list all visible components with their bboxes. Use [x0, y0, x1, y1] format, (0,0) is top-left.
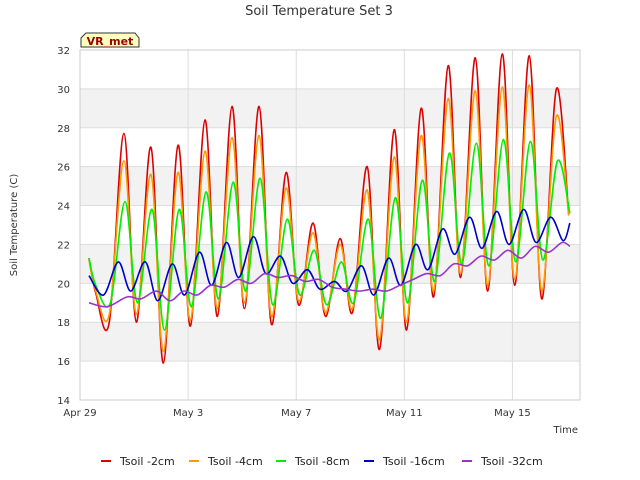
y-tick-label: 22 [57, 240, 70, 251]
legend-label-tsoil-32cm: Tsoil -32cm [480, 455, 543, 468]
y-axis-title: Soil Temperature (C) [9, 174, 20, 277]
x-axis-title: Time [553, 425, 578, 436]
y-tick-label: 26 [57, 163, 70, 174]
series-line-tsoil-16cm [88, 208, 571, 302]
x-tick-label: Apr 29 [63, 408, 96, 419]
x-tick-label: May 11 [386, 408, 423, 419]
x-tick-label: May 7 [281, 408, 311, 419]
legend-label-tsoil-8cm: Tsoil -8cm [294, 455, 350, 468]
chart-title: Soil Temperature Set 3 [245, 4, 393, 19]
x-tick-label: May 15 [494, 408, 531, 419]
y-tick-label: 30 [57, 85, 70, 96]
series-lines [88, 53, 571, 364]
y-axis-ticks: 14 16 18 20 22 24 26 28 30 32 [57, 46, 70, 407]
series-line-tsoil-32cm [88, 241, 571, 308]
y-tick-label: 20 [57, 279, 70, 290]
background-band [80, 322, 580, 362]
series-line-tsoil-8cm [88, 138, 571, 331]
y-tick-label: 32 [57, 46, 70, 57]
plot-frame [79, 49, 581, 401]
source-badge: VR_met [80, 32, 140, 48]
legend: Tsoil -2cm Tsoil -4cm Tsoil -8cm Tsoil -16c… [101, 455, 543, 468]
y-tick-label: 14 [57, 396, 70, 407]
legend-label-tsoil-4cm: Tsoil -4cm [207, 455, 263, 468]
x-axis-ticks: Apr 29 May 3 May 7 May 11 May 15 [63, 408, 530, 419]
background-band [80, 50, 580, 89]
series-line-tsoil-4cm [88, 84, 570, 353]
legend-label-tsoil-2cm: Tsoil -2cm [119, 455, 175, 468]
background-band [80, 361, 580, 400]
badge-label: VR_met [87, 35, 134, 48]
y-tick-label: 16 [57, 357, 70, 368]
y-tick-label: 28 [57, 124, 70, 135]
badge-shape [80, 32, 140, 48]
x-tick-label: May 3 [173, 408, 203, 419]
background-band [80, 244, 580, 284]
legend-label-tsoil-16cm: Tsoil -16cm [382, 455, 445, 468]
y-tick-label: 18 [57, 318, 70, 329]
y-tick-label: 24 [57, 202, 70, 213]
